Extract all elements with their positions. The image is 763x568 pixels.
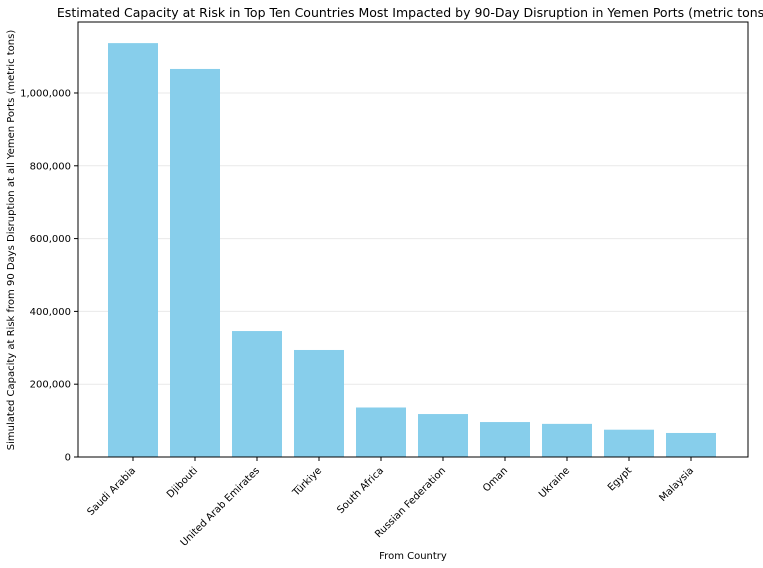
plot-frame — [77, 21, 749, 458]
y-tick-label: 1,000,000 — [20, 88, 71, 99]
x-tick-label: Russian Federation — [373, 465, 448, 540]
x-tick-label: Egypt — [606, 465, 634, 493]
chart-title: Estimated Capacity at Risk in Top Ten Co… — [57, 5, 763, 20]
bar — [604, 429, 654, 457]
y-tick-label: 400,000 — [30, 307, 71, 318]
y-tick-label: 600,000 — [30, 234, 71, 245]
y-axis-label: Simulated Capacity at Risk from 90 Days … — [6, 30, 17, 451]
y-tick-label: 0 — [65, 453, 71, 464]
bar — [356, 407, 406, 457]
bar — [170, 68, 220, 457]
bar — [418, 414, 468, 457]
bar — [294, 349, 344, 457]
bar — [108, 43, 158, 457]
x-tick-label: Ukraine — [537, 465, 572, 500]
x-tick-label: Türkiye — [290, 465, 324, 499]
y-axis-ticks: 0 200,000 400,000 600,000 800,000 1,000,000 — [20, 88, 78, 464]
bar — [666, 432, 716, 457]
x-tick-label: South Africa — [335, 465, 386, 516]
x-tick-label: Oman — [481, 465, 510, 494]
bars — [108, 43, 716, 457]
x-tick-label: Djibouti — [165, 465, 200, 500]
bar — [480, 422, 530, 457]
x-tick-label: Saudi Arabia — [85, 465, 138, 518]
y-tick-label: 200,000 — [30, 380, 71, 391]
bar — [542, 423, 592, 457]
x-tick-label: Malaysia — [657, 465, 696, 504]
bar — [232, 331, 282, 457]
y-tick-label: 800,000 — [30, 161, 71, 172]
x-axis-label: From Country — [379, 551, 447, 562]
